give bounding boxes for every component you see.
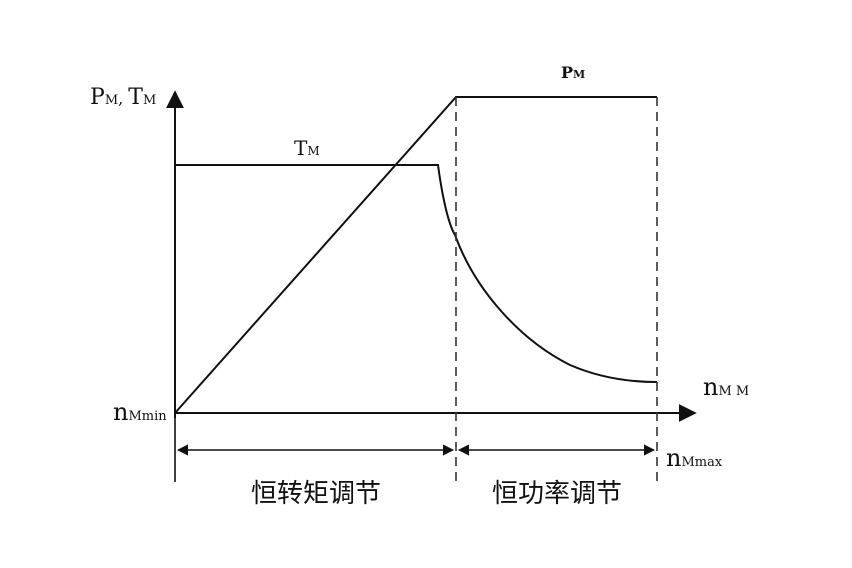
power-curve-label: PM — [561, 63, 585, 82]
torque-curve-label: TM — [294, 136, 320, 160]
y-axis-p-sub: M — [105, 93, 118, 108]
n-max-sub: Mmax — [681, 455, 722, 470]
x-axis-main: n — [703, 373, 718, 401]
n-max-label: nMmax — [666, 444, 723, 472]
y-axis-p: P — [90, 85, 105, 110]
x-axis-label: nM M — [703, 373, 749, 401]
n-max-main: n — [666, 444, 681, 472]
n-min-sub: Mmin — [128, 409, 167, 424]
y-axis-label: PM, TM — [90, 85, 156, 110]
n-min-main: n — [113, 398, 128, 426]
x-axis-sub: M M — [718, 384, 749, 399]
power-label-main: P — [561, 63, 573, 82]
n-min-label: nMmin — [113, 398, 167, 426]
torque-label-main: T — [294, 136, 308, 160]
y-axis-sep: , — [118, 89, 128, 108]
y-axis-t-sub: M — [143, 93, 156, 108]
power-label-sub: M — [573, 68, 585, 81]
constant-power-region-label: 恒功率调节 — [492, 479, 622, 509]
torque-curve — [175, 164, 658, 383]
torque-label-sub: M — [307, 144, 319, 158]
y-axis-t: T — [128, 85, 143, 110]
constant-torque-region-label: 恒转矩调节 — [251, 479, 381, 509]
power-curve — [174, 96, 657, 414]
